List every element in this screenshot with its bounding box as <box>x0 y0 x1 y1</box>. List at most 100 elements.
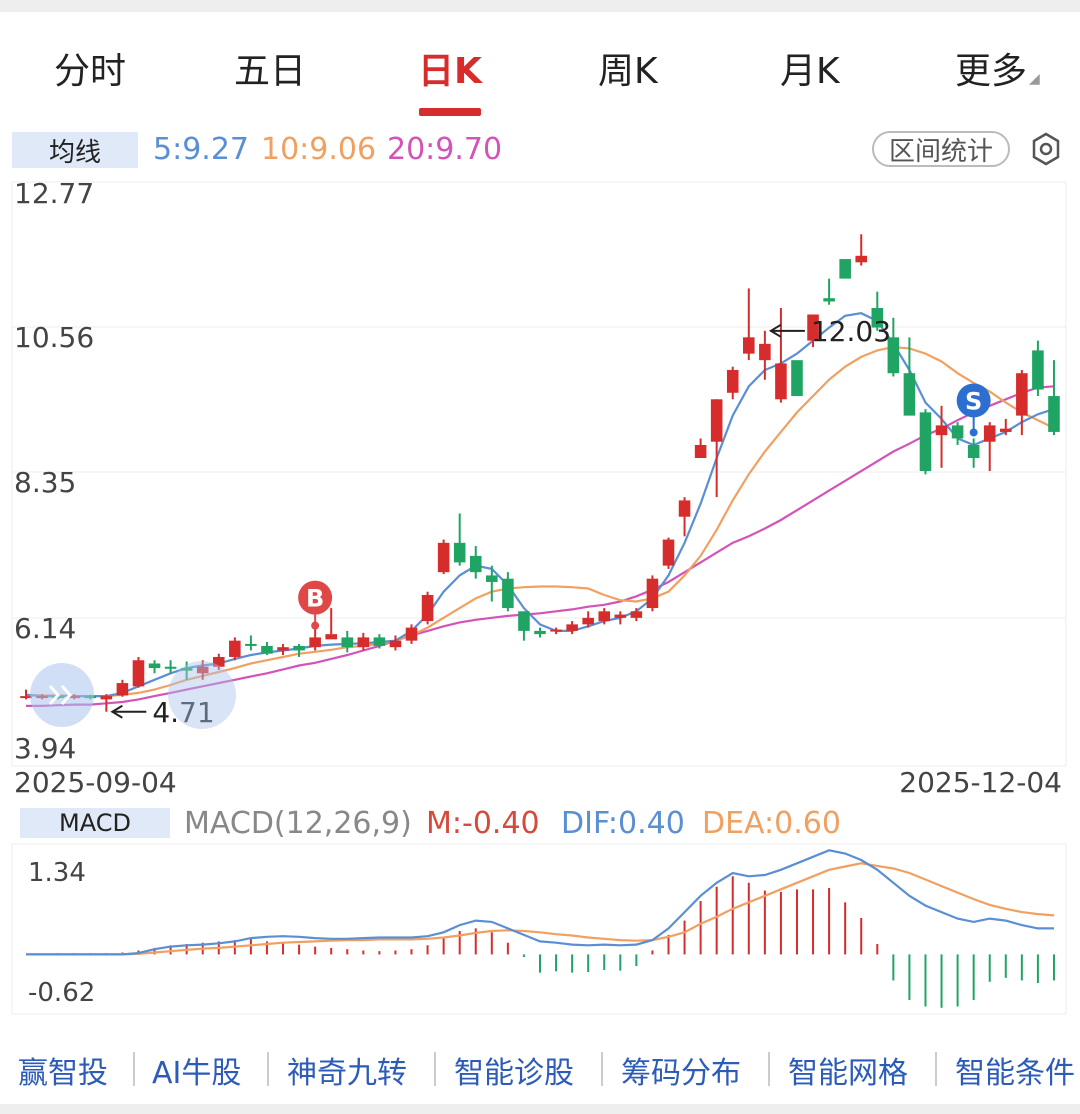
candle-up <box>389 640 402 648</box>
tab-more[interactable]: 更多 ◢ <box>955 42 1040 94</box>
min-price-label: 4.71 <box>152 696 214 729</box>
candle-up <box>566 624 578 631</box>
dea-line <box>26 862 1055 956</box>
candle-up <box>1016 373 1028 416</box>
tool-yingzhitou[interactable]: 赢智投 <box>18 1056 108 1091</box>
candle-down <box>245 643 257 646</box>
tool-smart-diagnosis[interactable]: 智能诊股 <box>454 1056 574 1091</box>
candle-down <box>1032 350 1044 390</box>
macd-y-tick-label: 1.34 <box>28 858 86 888</box>
tab-minute[interactable]: 分时 <box>54 51 127 92</box>
gear-icon[interactable] <box>1028 130 1064 168</box>
candle-up <box>662 539 675 566</box>
candle-up <box>357 637 370 648</box>
x-start-date-label: 2025-09-04 <box>14 766 177 799</box>
candle-up <box>20 696 32 699</box>
candle-up <box>116 683 129 696</box>
candle-down <box>453 542 466 563</box>
ma10-value: 10:9.06 <box>261 132 377 167</box>
divider <box>267 1052 269 1086</box>
macd-frame <box>11 843 1067 1015</box>
divider <box>133 1052 135 1086</box>
max-arrow-head <box>768 323 782 338</box>
candle-up <box>132 660 145 687</box>
max-price-label: 12.03 <box>811 315 891 348</box>
candle-up <box>598 611 611 622</box>
candle-up <box>710 399 723 442</box>
min-arrow-head <box>110 704 123 719</box>
candle-down <box>469 555 482 573</box>
candle-down <box>164 666 177 669</box>
macd-label[interactable]: MACD <box>20 808 170 838</box>
candle-up <box>935 425 948 436</box>
candle-up <box>855 255 868 263</box>
y-tick-label: 12.77 <box>14 178 94 210</box>
sell-signal-label: S <box>965 387 982 415</box>
candle-up <box>1000 428 1012 432</box>
ma20-value: 20:9.70 <box>387 132 503 167</box>
candle-up <box>196 666 209 674</box>
candle-up <box>694 444 707 459</box>
candle-up <box>277 647 289 651</box>
candle-up <box>726 369 739 393</box>
candle-down <box>887 337 900 374</box>
tab-more-label: 更多 <box>955 51 1028 92</box>
candle-down <box>903 373 916 416</box>
candle-down <box>839 259 851 279</box>
ma20-line <box>26 385 1055 708</box>
candle-up <box>646 578 659 609</box>
y-tick-label: 8.35 <box>14 466 76 499</box>
y-tick-label: 6.14 <box>14 612 76 645</box>
candle-up <box>212 656 225 667</box>
candle-down <box>823 298 835 302</box>
candle-up <box>678 500 691 517</box>
tool-magic-nine[interactable]: 神奇九转 <box>287 1056 407 1091</box>
candle-up <box>807 314 819 341</box>
candle-up <box>582 617 594 625</box>
candle-down <box>919 412 932 472</box>
macd-dif-value: DIF:0.40 <box>561 806 685 841</box>
bottom-tool-bar: 赢智投 AI牛股 神奇九转 智能诊股 筹码分布 智能网格 智能条件 <box>0 1040 1080 1100</box>
candle-down <box>261 645 273 654</box>
candle-up <box>630 611 643 618</box>
sell-signal-dot <box>969 428 978 437</box>
candle-down <box>951 425 964 439</box>
candle-down <box>341 637 354 648</box>
candle-up <box>325 634 337 640</box>
ma-label[interactable]: 均线 <box>12 132 138 168</box>
candle-down <box>967 444 980 459</box>
tab-monthly-k[interactable]: 月K <box>780 51 840 92</box>
tool-chip-distribution[interactable]: 筹码分布 <box>621 1056 741 1091</box>
candle-up <box>983 425 996 442</box>
candle-up <box>743 337 755 354</box>
candle-down <box>871 307 884 328</box>
macd-m-value: M:-0.40 <box>426 806 540 841</box>
candle-up <box>550 629 562 632</box>
tool-ai-stock[interactable]: AI牛股 <box>152 1056 242 1091</box>
macd-chart: 1.34 -0.62 <box>11 843 1067 1015</box>
range-stats-button[interactable]: 区间统计 <box>872 131 1010 167</box>
divider <box>434 1052 436 1086</box>
top-gray-strip <box>0 0 1080 12</box>
candle-up <box>614 614 627 618</box>
dif-line <box>26 849 1054 956</box>
ma5-value: 5:9.27 <box>153 132 249 167</box>
divider <box>601 1052 603 1086</box>
tool-smart-condition[interactable]: 智能条件 <box>955 1056 1075 1091</box>
tool-smart-grid[interactable]: 智能网格 <box>788 1056 908 1091</box>
tab-daily-k[interactable]: 日K <box>418 51 482 92</box>
active-tab-indicator <box>419 108 481 116</box>
macd-dea-value: DEA:0.60 <box>702 806 841 841</box>
y-tick-label: 10.56 <box>14 321 94 354</box>
tab-weekly-k[interactable]: 周K <box>598 51 658 92</box>
tab-five-day[interactable]: 五日 <box>234 51 307 92</box>
ma-legend-bar: 均线 5:9.27 10:9.06 20:9.70 <box>0 128 1080 172</box>
candle-down <box>1048 396 1060 432</box>
macd-legend-bar: MACD MACD(12,26,9) M:-0.40 DIF:0.40 DEA:… <box>0 800 1080 846</box>
chart-frame <box>11 181 1067 767</box>
bottom-gray-strip <box>0 1104 1080 1114</box>
divider <box>935 1052 937 1086</box>
buy-signal-label: B <box>306 585 324 613</box>
buy-signal-dot <box>311 621 320 630</box>
